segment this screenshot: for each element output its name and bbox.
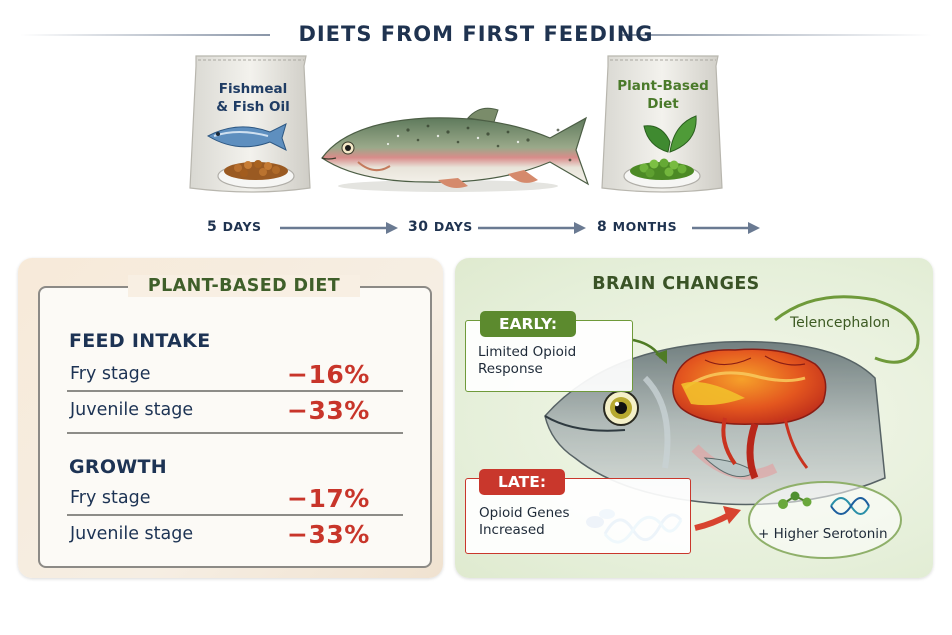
molecule-icon	[778, 491, 812, 509]
early-text-line1: Limited Opioid	[478, 344, 577, 360]
bag-label-fishmeal-line1: Fishmeal	[218, 81, 288, 97]
arrow-right-icon	[692, 222, 760, 234]
timeline-arrows	[120, 222, 760, 234]
telencephalon-label: Telencephalon	[790, 315, 891, 331]
brain-icon	[672, 348, 827, 480]
arrow-right-icon	[280, 222, 398, 234]
bag-label-plant-line1: Plant-Based	[617, 78, 709, 94]
late-text-line1: Opioid Genes	[479, 505, 570, 521]
bag-label-fishmeal: Fishmeal & Fish Oil	[186, 80, 320, 116]
bag-label-fishmeal-line2: & Fish Oil	[216, 99, 290, 115]
late-text-line2: Increased	[479, 522, 545, 538]
header-rule-left	[20, 34, 270, 36]
row-divider	[67, 514, 403, 516]
dna-icon	[830, 497, 870, 515]
feed-bag-fishmeal-icon	[189, 55, 311, 193]
page-title: DIETS FROM FIRST FEEDING	[298, 22, 654, 46]
timeline-label-5-days: 5 DAYS	[207, 219, 262, 235]
trout-fish-icon	[321, 107, 590, 192]
header-rule-right	[622, 34, 932, 36]
late-text: Opioid Genes Increased	[479, 505, 569, 539]
arrow-right-icon	[478, 222, 586, 234]
plant-diet-title: PLANT-BASED DIET	[147, 276, 341, 296]
late-tag: LATE:	[479, 469, 565, 495]
bag-label-plant: Plant-Based Diet	[593, 77, 733, 113]
feed-bag-plant-icon	[601, 55, 723, 193]
timeline-num: 8	[597, 219, 608, 235]
growth-fry-label: Fry stage	[70, 488, 151, 508]
fish-icon	[206, 123, 287, 151]
bag-label-plant-line2: Diet	[647, 96, 679, 112]
row-divider	[67, 390, 403, 392]
growth-fry-value: −17%	[287, 484, 370, 513]
feed-juvenile-value: −33%	[287, 396, 370, 425]
timeline-unit: DAYS	[433, 219, 473, 234]
feed-fry-label: Fry stage	[70, 364, 151, 384]
feed-juvenile-label: Juvenile stage	[70, 400, 194, 420]
brain-changes-title: BRAIN CHANGES	[592, 274, 760, 294]
early-tag: EARLY:	[480, 311, 576, 337]
leaf-icon	[643, 115, 697, 153]
plant-diet-title-backdrop	[128, 275, 360, 297]
growth-heading: GROWTH	[69, 456, 167, 478]
early-text-line2: Response	[478, 361, 543, 377]
timeline-label-30-days: 30 DAYS	[408, 219, 473, 235]
timeline-label-8-months: 8 MONTHS	[597, 219, 677, 235]
timeline-unit: DAYS	[222, 219, 262, 234]
timeline-num: 30	[408, 219, 429, 235]
feed-intake-heading: FEED INTAKE	[69, 330, 211, 352]
fish-brain-illustration	[544, 295, 920, 559]
row-divider	[67, 432, 403, 434]
plant-diet-frame	[38, 286, 432, 568]
growth-juvenile-label: Juvenile stage	[70, 524, 194, 544]
feed-fry-value: −16%	[287, 360, 370, 389]
serotonin-label: + Higher Serotonin	[758, 526, 888, 542]
timeline-num: 5	[207, 219, 218, 235]
growth-juvenile-value: −33%	[287, 520, 370, 549]
timeline-unit: MONTHS	[612, 219, 678, 234]
early-text: Limited Opioid Response	[478, 344, 576, 378]
